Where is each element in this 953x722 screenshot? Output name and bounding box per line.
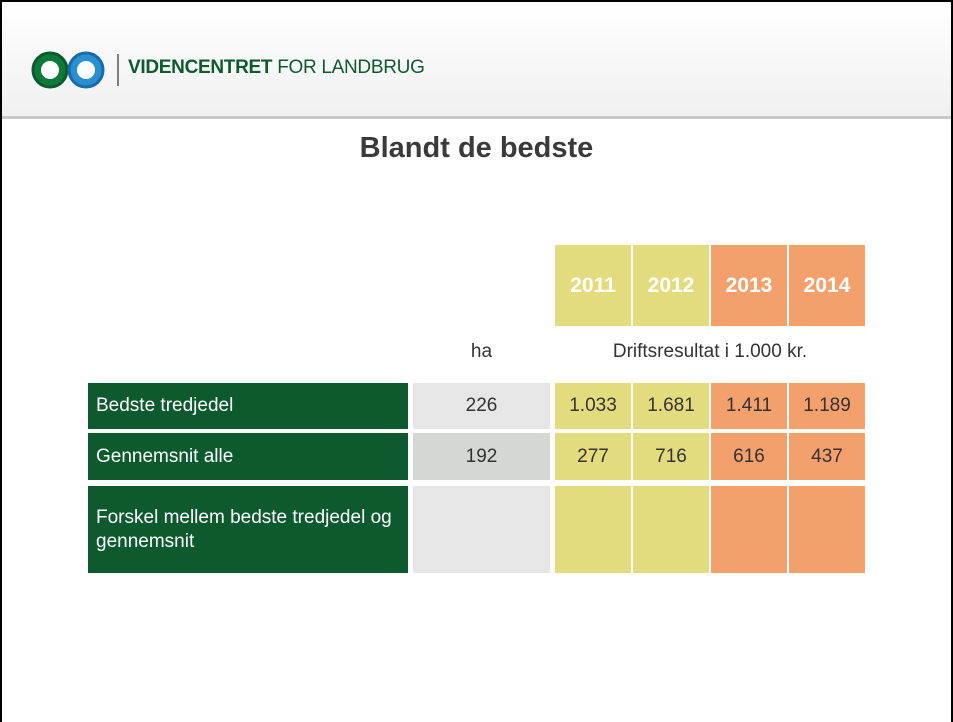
value-cell xyxy=(789,486,865,573)
value-cell xyxy=(633,486,709,573)
title: Blandt de bedste xyxy=(359,132,594,164)
ha-cell xyxy=(413,486,550,573)
ha-cell: 192 xyxy=(413,433,550,480)
row-label: Forskel mellem bedste tredjedel og genne… xyxy=(88,486,408,573)
header: VIDENCENTRET FOR LANDBRUG xyxy=(2,2,951,119)
value-cell xyxy=(555,486,631,573)
value-cell: 1.681 xyxy=(633,383,709,429)
year-header: 2014 xyxy=(789,245,865,326)
unit-result: Driftsresultat i 1.000 kr. xyxy=(612,341,808,362)
value-cell: 1.033 xyxy=(555,383,631,429)
row-label: Bedste tredjedel xyxy=(88,383,408,429)
value-cell: 437 xyxy=(789,433,865,480)
row-label: Gennemsnit alle xyxy=(88,433,408,480)
brand-bold: VIDENCENTRET xyxy=(128,57,273,78)
value-cell: 616 xyxy=(711,433,787,480)
year-header: 2011 xyxy=(555,245,631,326)
brand-rest: FOR LANDBRUG xyxy=(277,57,425,78)
ha-cell: 226 xyxy=(413,383,550,429)
year-header: 2012 xyxy=(633,245,709,326)
brand: VIDENCENTRET FOR LANDBRUG xyxy=(128,57,425,79)
logo xyxy=(31,51,119,89)
value-cell xyxy=(711,486,787,573)
unit-ha: ha xyxy=(470,341,493,362)
value-cell: 277 xyxy=(555,433,631,480)
year-header: 2013 xyxy=(711,245,787,326)
value-cell: 1.411 xyxy=(711,383,787,429)
value-cell: 1.189 xyxy=(789,383,865,429)
value-cell: 716 xyxy=(633,433,709,480)
